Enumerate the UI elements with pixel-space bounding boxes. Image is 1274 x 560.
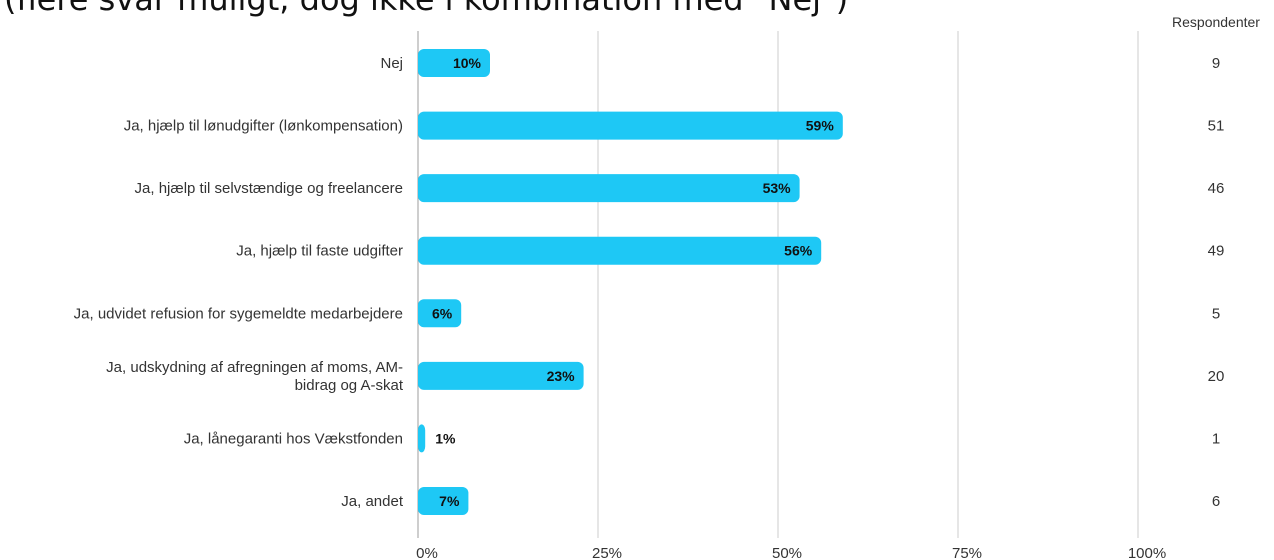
category-label: Ja, udvidet refusion for sygemeldte meda… <box>74 305 403 322</box>
category-label: bidrag og A-skat <box>295 377 404 394</box>
bar-value-label: 7% <box>439 493 460 509</box>
bar-value-label: 10% <box>453 55 482 71</box>
category-label: Ja, lånegaranti hos Vækstfonden <box>184 430 403 447</box>
category-label: Ja, hjælp til faste udgifter <box>236 243 403 260</box>
x-tick-label: 75% <box>952 545 982 560</box>
x-tick-label: 0% <box>416 545 438 560</box>
category-label: Ja, udskydning af afregningen af moms, A… <box>106 359 403 376</box>
bar <box>418 111 843 140</box>
bar <box>418 361 584 390</box>
bar-value-label: 56% <box>784 243 813 259</box>
bar <box>418 49 490 77</box>
respondents-value: 51 <box>1208 118 1225 135</box>
bar <box>418 236 822 265</box>
respondents-value: 5 <box>1212 305 1220 322</box>
respondents-header: Respondenter <box>1172 14 1260 30</box>
chart-title: (flere svar muligt, dog ikke i kombinati… <box>4 0 848 18</box>
x-tick-label: 100% <box>1128 545 1166 560</box>
category-label: Ja, andet <box>341 493 404 510</box>
bar <box>418 299 462 328</box>
respondents-value: 9 <box>1212 55 1220 72</box>
bar-value-label: 1% <box>435 430 456 446</box>
respondents-value: 20 <box>1208 368 1225 385</box>
bar-value-label: 6% <box>432 305 453 321</box>
x-tick-label: 25% <box>592 545 622 560</box>
bar <box>418 424 426 453</box>
bar <box>418 174 800 203</box>
respondents-value: 46 <box>1208 180 1225 197</box>
respondents-value: 49 <box>1208 243 1225 260</box>
bar <box>418 486 469 515</box>
category-label: Nej <box>380 55 403 72</box>
bar-value-label: 23% <box>547 368 576 384</box>
x-tick-label: 50% <box>772 545 802 560</box>
respondents-value: 1 <box>1212 430 1220 447</box>
respondents-value: 6 <box>1212 493 1220 510</box>
bar-value-label: 53% <box>763 180 792 196</box>
category-label: Ja, hjælp til selvstændige og freelancer… <box>135 180 403 197</box>
category-label: Ja, hjælp til lønudgifter (lønkompensati… <box>124 118 403 135</box>
bar-value-label: 59% <box>806 118 835 134</box>
